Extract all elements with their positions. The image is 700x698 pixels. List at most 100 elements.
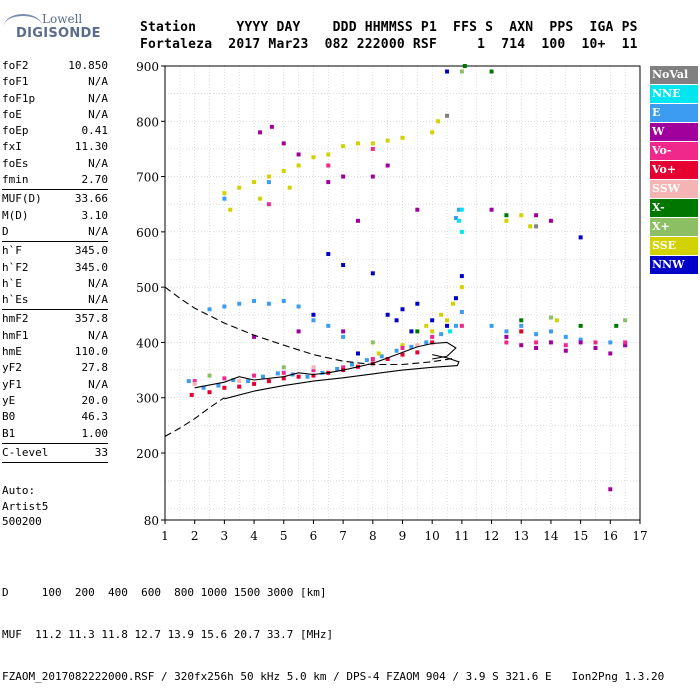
y-tick-label: 800 [136, 115, 159, 129]
param-name: fxI [2, 140, 22, 154]
legend-item-x-: X+ [650, 218, 698, 236]
point-x- [207, 373, 212, 378]
legend-item-ssw: SSW [650, 180, 698, 198]
point-sse [355, 141, 360, 146]
param-name: B0 [2, 410, 16, 424]
param-value: 2.70 [81, 173, 109, 187]
point-sse [385, 138, 390, 143]
point-e [186, 379, 191, 384]
logo-product: DIGISONDE [16, 26, 101, 41]
point-x- [370, 340, 375, 345]
point-e [266, 301, 271, 306]
point-w [608, 351, 613, 356]
point-w [296, 329, 301, 334]
param-name: D [2, 224, 9, 238]
param-row: h`F2 345.0 [2, 260, 108, 276]
point-e [350, 362, 355, 367]
point-sse [228, 207, 233, 212]
auto-label: Auto: [2, 484, 36, 497]
point-e [207, 307, 212, 312]
param-row: fxI 11.30 [2, 139, 108, 155]
point-sse [459, 285, 464, 290]
point-e [311, 318, 316, 323]
lowell-digisonde-logo: Lowell DIGISONDE [4, 6, 101, 46]
param-value: 345.0 [74, 244, 108, 258]
param-row: foEs N/A [2, 156, 108, 172]
point-vo- [281, 370, 286, 375]
param-value: N/A [88, 75, 108, 89]
param-value: 3.10 [81, 208, 109, 222]
header-line-2: Fortaleza 2017 Mar23 082 222000 RSF 1 71… [140, 37, 638, 52]
header-line-1: Station YYYY DAY DDD HHMMSS P1 FFS S AXN… [140, 20, 638, 35]
param-row: foF2 10.850 [2, 58, 108, 74]
point-x- [504, 213, 509, 218]
point-x- [281, 365, 286, 370]
point-sse [370, 141, 375, 146]
param-name: hmF1 [2, 328, 29, 342]
point-nnw [326, 251, 331, 256]
point-sse [450, 301, 455, 306]
point-nnw [578, 235, 583, 240]
param-name: C-level [2, 445, 49, 459]
param-separator [2, 309, 108, 311]
point-e [519, 323, 524, 328]
y-tick-label: 200 [136, 447, 159, 461]
param-name: B1 [2, 426, 16, 440]
param-name: fmin [2, 173, 29, 187]
curve-dashed-lower [164, 397, 225, 437]
x-tick-label: 12 [484, 529, 499, 543]
point-x- [459, 69, 464, 74]
param-row: C-level 33 [2, 445, 108, 461]
param-value: 345.0 [74, 260, 108, 274]
point-e [231, 378, 236, 383]
point-sse [528, 224, 533, 229]
point-sse [439, 312, 444, 317]
param-row: fmin 2.70 [2, 172, 108, 188]
point-e [320, 370, 325, 375]
point-w [534, 213, 539, 218]
param-row: h`Es N/A [2, 292, 108, 308]
point-nne [448, 329, 452, 334]
point-w [504, 334, 509, 339]
point-vo- [534, 340, 539, 345]
point-w [415, 207, 420, 212]
point-vo- [326, 163, 331, 168]
x-tick-label: 7 [339, 529, 347, 543]
point-sse [445, 318, 450, 323]
param-value: N/A [88, 328, 108, 342]
point-w [341, 329, 346, 334]
param-value: N/A [88, 107, 108, 121]
param-value: N/A [88, 293, 108, 307]
point-nnw [370, 271, 375, 276]
param-name: hmF2 [2, 312, 29, 326]
footer-distance-row: D 100 200 400 600 800 1000 1500 3000 [km… [2, 586, 327, 599]
param-name: foEp [2, 124, 29, 138]
point-sse [519, 213, 524, 218]
point-e [548, 329, 553, 334]
x-tick-label: 10 [425, 529, 440, 543]
legend-item-w: W [650, 123, 698, 141]
param-value: 33 [94, 445, 108, 459]
legend-item-e: E [650, 104, 698, 122]
param-value: N/A [88, 156, 108, 170]
point-sse [430, 329, 435, 334]
x-tick-label: 13 [514, 529, 529, 543]
x-tick-label: 11 [454, 529, 469, 543]
point-x- [548, 315, 553, 320]
param-name: foE [2, 107, 22, 121]
point-w [534, 345, 539, 350]
point-e [201, 385, 206, 390]
footer-muf-row: MUF 11.2 11.3 11.8 12.7 13.9 15.6 20.7 3… [2, 628, 334, 641]
x-tick-label: 2 [191, 529, 199, 543]
point-nnw [445, 323, 450, 328]
y-tick-label: 300 [136, 392, 159, 406]
x-tick-label: 3 [221, 529, 229, 543]
point-w [489, 207, 494, 212]
point-w [281, 141, 286, 146]
point-e [246, 379, 251, 384]
point-nnw [453, 296, 458, 301]
point-vo- [192, 379, 197, 384]
point-vo- [400, 345, 405, 350]
param-row: foE N/A [2, 107, 108, 123]
legend-item-x-: X- [650, 199, 698, 217]
